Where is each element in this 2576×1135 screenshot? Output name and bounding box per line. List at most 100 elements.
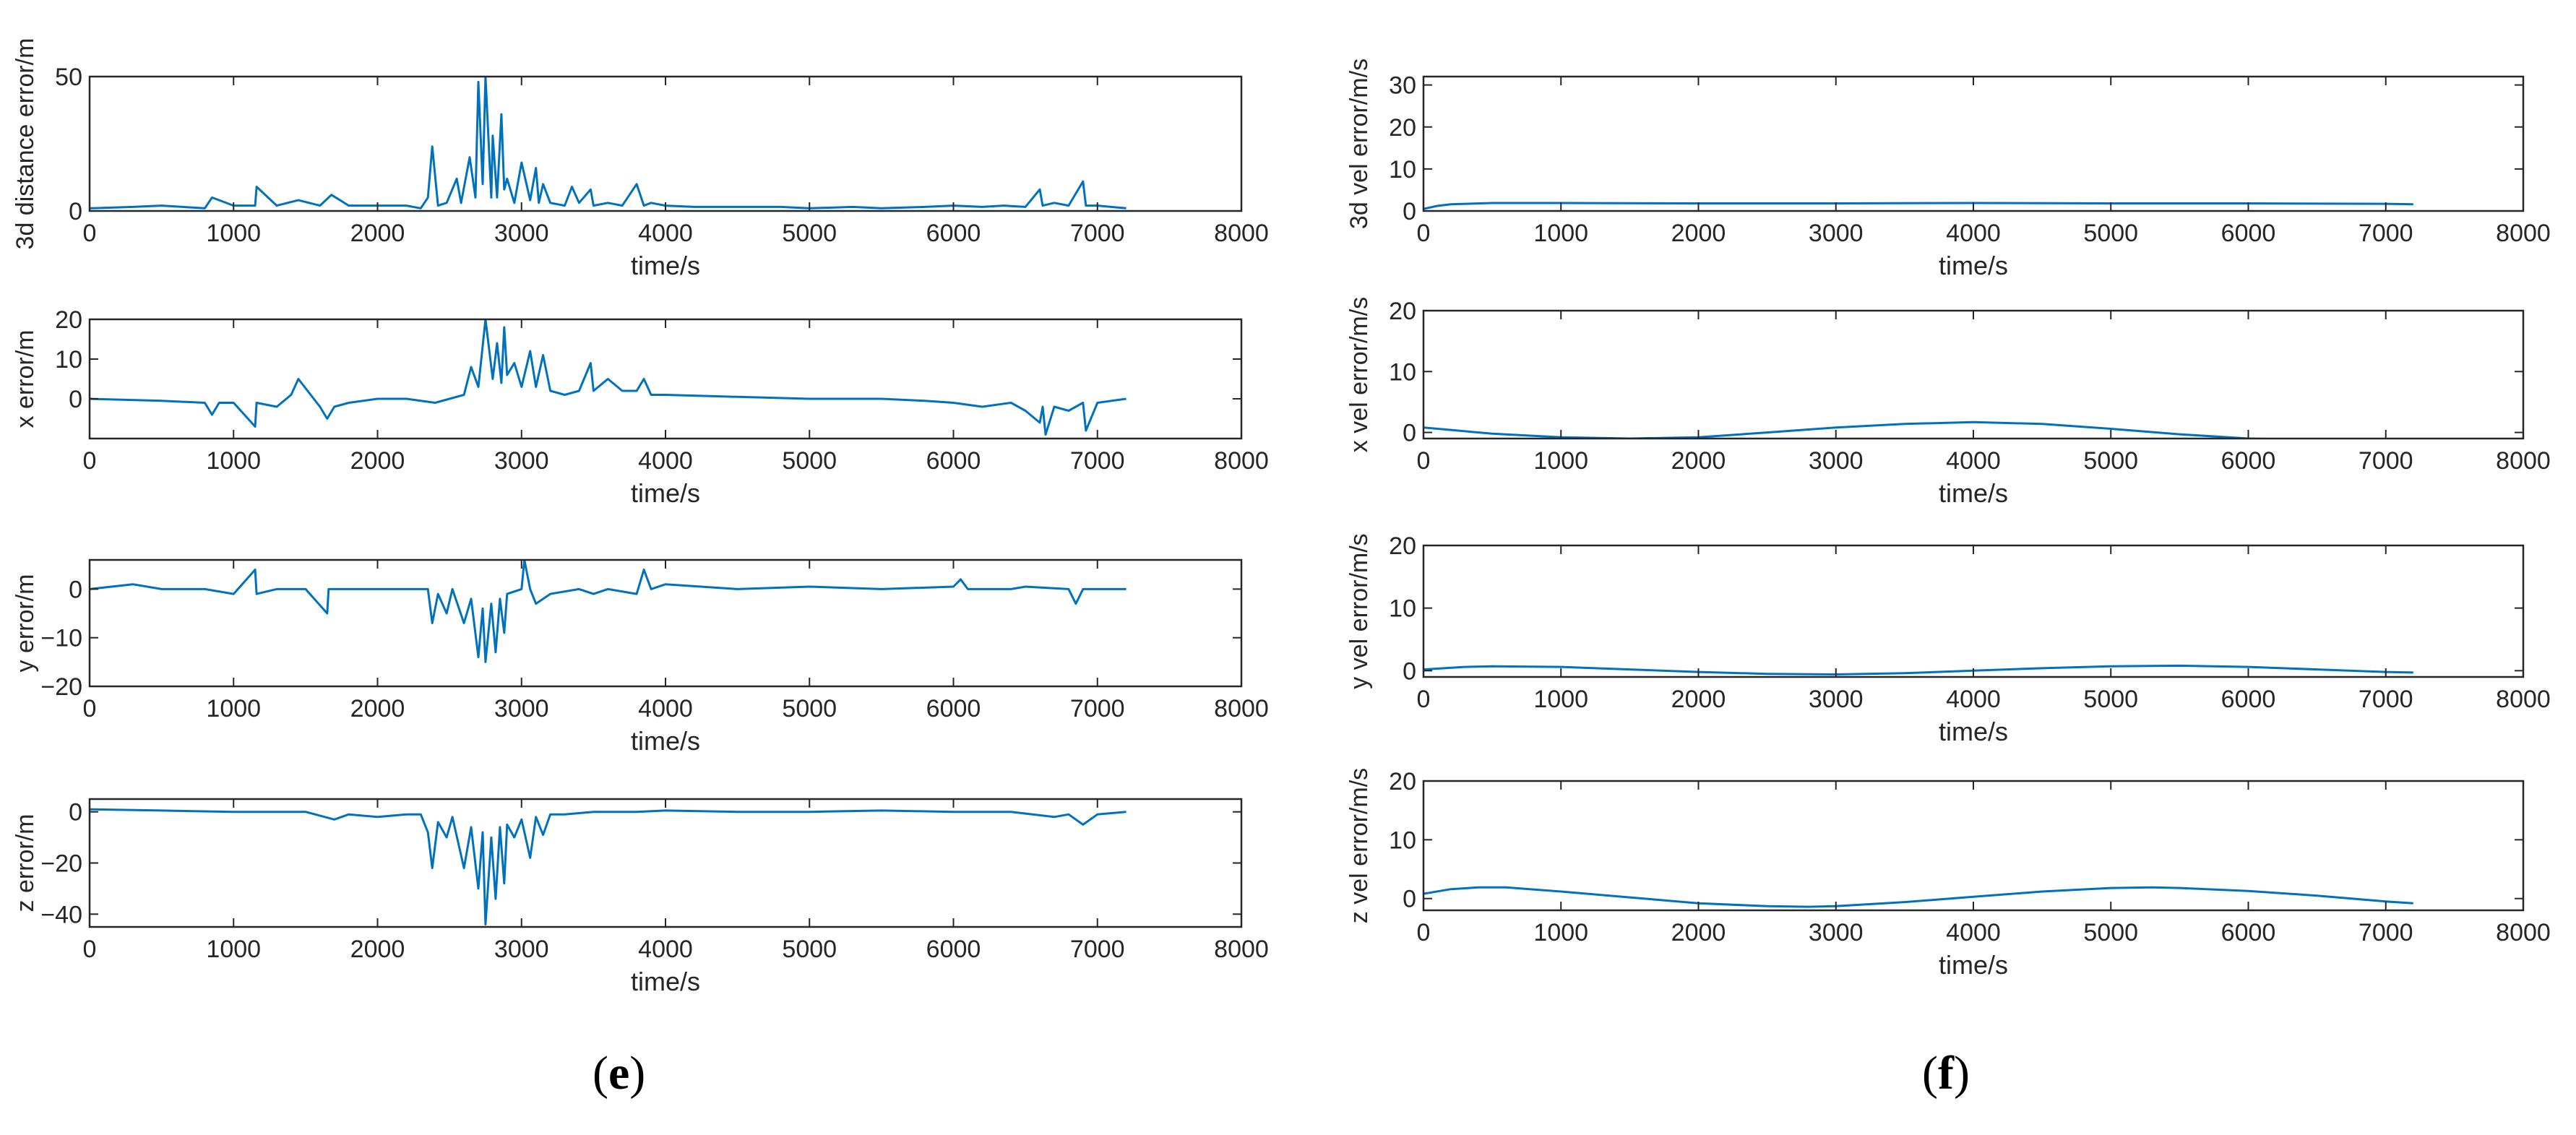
y-tick-label: 10 xyxy=(1389,156,1416,184)
x-tick-label: 3000 xyxy=(494,695,549,722)
x-tick-label: 7000 xyxy=(1070,936,1125,963)
x-tick-label: 0 xyxy=(1417,447,1431,475)
x-tick-label: 7000 xyxy=(1070,447,1125,475)
x-axis-label: time/s xyxy=(1939,251,2008,280)
x-tick-label: 4000 xyxy=(1946,447,2001,475)
axes-frame xyxy=(1422,544,2525,678)
x-tick-label: 1000 xyxy=(1533,919,1588,946)
x-tick-label: 8000 xyxy=(1214,447,1269,475)
series-line-5-1 xyxy=(1423,202,2413,210)
subplot-1: 0 1000 2000 3000 4000 5000 6000 7000 8000 0 50 time… xyxy=(12,38,1269,280)
x-tick-label: 3000 xyxy=(1809,686,1864,713)
x-tick-label: 4000 xyxy=(638,936,693,963)
x-tick-label: 4000 xyxy=(638,695,693,722)
x-tick-label: 5000 xyxy=(782,447,837,475)
y-tick-label: −10 xyxy=(40,625,82,652)
x-tick-label: 0 xyxy=(83,695,97,722)
y-tick-label: 0 xyxy=(1403,420,1416,447)
y-tick-label: 50 xyxy=(55,64,82,91)
x-tick-label: 1000 xyxy=(206,936,261,963)
x-tick-label: 4000 xyxy=(638,447,693,475)
x-tick-label: 4000 xyxy=(1946,919,2001,946)
axes-frame xyxy=(88,798,1243,928)
y-tick-label: −20 xyxy=(40,850,82,878)
y-tick-label: 20 xyxy=(1389,768,1416,795)
series-line-2-1 xyxy=(90,319,1127,436)
x-tick-label: 2000 xyxy=(350,220,405,247)
y-tick-label: 30 xyxy=(1389,72,1416,100)
x-tick-label: 4000 xyxy=(638,220,693,247)
subplot-3: 0 1000 2000 3000 4000 5000 6000 7000 8000 −20 −10 0… xyxy=(12,558,1269,756)
series-line-3-1 xyxy=(90,560,1127,663)
x-axis-label: time/s xyxy=(631,967,700,996)
x-tick-label: 7000 xyxy=(2359,447,2413,475)
x-tick-label: 5000 xyxy=(2083,686,2138,713)
x-tick-label: 2000 xyxy=(350,695,405,722)
y-tick-label: 10 xyxy=(1389,358,1416,386)
subplot-4: 0 1000 2000 3000 4000 5000 6000 7000 8000 −40 −20 0… xyxy=(12,798,1269,996)
x-tick-label: 1000 xyxy=(206,695,261,722)
x-tick-label: 7000 xyxy=(1070,220,1125,247)
x-tick-label: 6000 xyxy=(2221,220,2276,247)
y-tick-label: −40 xyxy=(40,901,82,928)
x-tick-label: 4000 xyxy=(1946,686,2001,713)
x-tick-label: 8000 xyxy=(2496,919,2551,946)
x-tick-label: 6000 xyxy=(2221,447,2276,475)
y-axis-label: x vel error/m/s xyxy=(1345,297,1373,452)
series-line-8-1 xyxy=(1423,886,2413,908)
x-axis-label: time/s xyxy=(1939,717,2008,746)
axes-frame xyxy=(88,318,1243,440)
x-tick-label: 2000 xyxy=(350,447,405,475)
x-tick-label: 8000 xyxy=(2496,447,2551,475)
x-tick-label: 7000 xyxy=(2359,220,2413,247)
x-tick-label: 0 xyxy=(83,447,97,475)
y-tick-label: 10 xyxy=(1389,827,1416,854)
x-tick-label: 1000 xyxy=(1533,686,1588,713)
x-tick-label: 2000 xyxy=(350,936,405,963)
panel-label-f: (f) xyxy=(1922,1047,1970,1100)
y-tick-label: 0 xyxy=(69,386,82,413)
y-tick-label: 20 xyxy=(1389,114,1416,142)
series-line-1-1 xyxy=(90,77,1127,210)
y-tick-label: 10 xyxy=(1389,595,1416,623)
x-tick-label: 3000 xyxy=(494,447,549,475)
subplot-6: 0 1000 2000 3000 4000 5000 6000 7000 8000 0 10 20 ti… xyxy=(1345,297,2551,508)
x-tick-label: 5000 xyxy=(782,936,837,963)
x-tick-label: 7000 xyxy=(1070,695,1125,722)
x-tick-label: 1000 xyxy=(1533,447,1588,475)
axes-frame xyxy=(88,558,1243,688)
y-tick-label: 0 xyxy=(1403,886,1416,913)
x-tick-label: 5000 xyxy=(2083,919,2138,946)
x-tick-label: 4000 xyxy=(1946,220,2001,247)
axes-frame xyxy=(1422,75,2525,212)
y-tick-label: 0 xyxy=(1403,198,1416,225)
x-tick-label: 5000 xyxy=(2083,220,2138,247)
y-axis-label: z vel error/m/s xyxy=(1345,768,1373,923)
x-tick-label: 0 xyxy=(1417,919,1431,946)
y-axis-label: 3d distance error/m xyxy=(12,38,39,250)
x-axis-label: time/s xyxy=(631,478,700,508)
x-tick-label: 2000 xyxy=(1671,686,1726,713)
x-tick-label: 0 xyxy=(1417,686,1431,713)
x-axis-label: time/s xyxy=(1939,950,2008,980)
x-tick-label: 8000 xyxy=(2496,220,2551,247)
x-axis-label: time/s xyxy=(631,251,700,280)
y-tick-label: 20 xyxy=(1389,532,1416,560)
y-axis-label: z error/m xyxy=(12,814,39,912)
y-axis-label: y error/m xyxy=(12,574,39,673)
x-tick-label: 7000 xyxy=(2359,686,2413,713)
x-axis-label: time/s xyxy=(1939,478,2008,508)
y-tick-label: 20 xyxy=(1389,298,1416,325)
y-tick-label: 10 xyxy=(55,346,82,374)
x-tick-label: 3000 xyxy=(494,936,549,963)
y-tick-label: 0 xyxy=(69,576,82,603)
x-tick-label: 6000 xyxy=(926,936,981,963)
x-tick-label: 6000 xyxy=(2221,919,2276,946)
y-tick-label: 20 xyxy=(55,306,82,334)
y-axis-label: x error/m xyxy=(12,330,39,428)
x-tick-label: 8000 xyxy=(1214,936,1269,963)
x-tick-label: 6000 xyxy=(926,695,981,722)
x-tick-label: 7000 xyxy=(2359,919,2413,946)
x-tick-label: 6000 xyxy=(926,220,981,247)
